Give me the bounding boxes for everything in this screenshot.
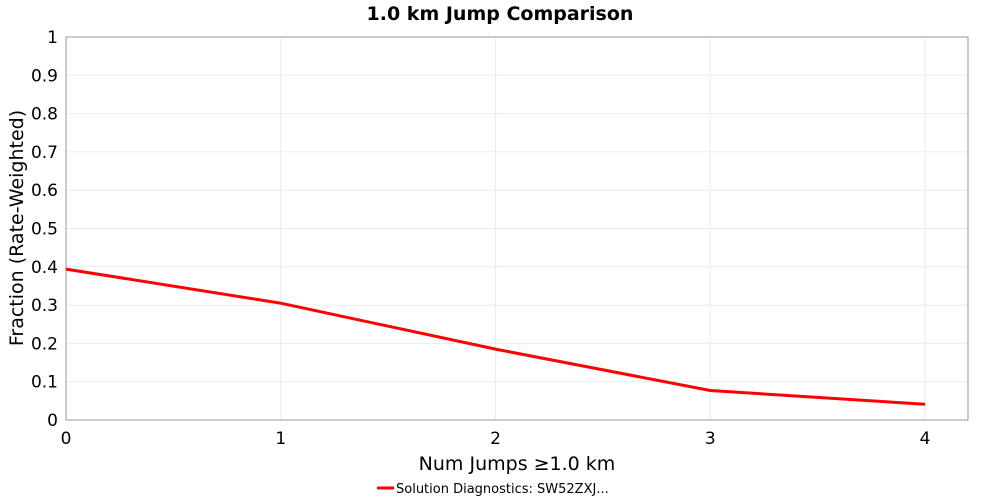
legend-label: Solution Diagnostics: SW52ZXJ... [396, 482, 609, 497]
x-tick-label: 1 [275, 429, 286, 449]
axis-ticks: 0 0.1 0.2 0.3 0.4 0.5 0.6 0.7 0.8 0.9 1 0 1 2 3 4 [31, 28, 931, 449]
y-tick-label: 0.9 [31, 66, 58, 86]
y-tick-label: 0.2 [31, 334, 58, 354]
series-line [65, 267, 926, 406]
y-tick-label: 0.3 [31, 296, 58, 316]
grid [65, 36, 968, 421]
chart-title: 1.0 km Jump Comparison [367, 3, 634, 25]
y-tick-label: 0 [47, 411, 58, 431]
y-tick-label: 0.8 [31, 105, 58, 125]
legend: Solution Diagnostics: SW52ZXJ... [377, 482, 609, 497]
y-tick-label: 1 [47, 28, 58, 48]
y-tick-label: 0.5 [31, 220, 58, 240]
y-tick-label: 0.6 [31, 181, 58, 201]
y-tick-label: 0.7 [31, 143, 58, 163]
y-tick-label: 0.4 [31, 258, 58, 278]
x-tick-label: 0 [61, 429, 72, 449]
x-tick-label: 3 [705, 429, 716, 449]
plot-area [65, 36, 969, 421]
y-axis-label: Fraction (Rate-Weighted) [6, 110, 28, 346]
x-axis-label: Num Jumps ≥1.0 km [419, 453, 616, 475]
x-tick-label: 2 [490, 429, 501, 449]
y-tick-label: 0.1 [31, 373, 58, 393]
series-layer [65, 267, 926, 406]
x-tick-label: 4 [920, 429, 931, 449]
